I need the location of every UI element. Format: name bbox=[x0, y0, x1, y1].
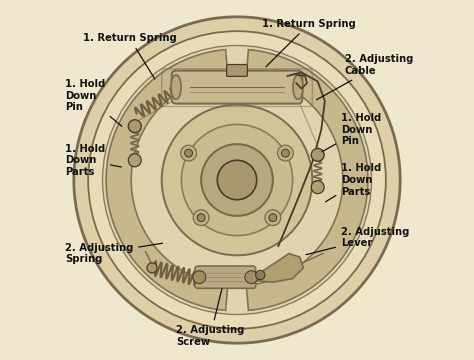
Circle shape bbox=[182, 125, 292, 235]
Circle shape bbox=[193, 271, 206, 284]
Circle shape bbox=[311, 148, 324, 161]
Circle shape bbox=[193, 210, 209, 226]
Text: 1. Hold
Down
Parts: 1. Hold Down Parts bbox=[326, 163, 381, 202]
Circle shape bbox=[128, 154, 141, 167]
FancyBboxPatch shape bbox=[172, 71, 302, 104]
Ellipse shape bbox=[171, 75, 181, 99]
FancyBboxPatch shape bbox=[227, 64, 247, 76]
Text: 1. Hold
Down
Parts: 1. Hold Down Parts bbox=[65, 144, 121, 177]
Text: 1. Hold
Down
Pin: 1. Hold Down Pin bbox=[65, 79, 122, 126]
Text: 2. Adjusting
Spring: 2. Adjusting Spring bbox=[65, 243, 163, 264]
Circle shape bbox=[128, 120, 141, 133]
Polygon shape bbox=[106, 50, 228, 310]
Circle shape bbox=[147, 263, 157, 273]
Circle shape bbox=[245, 271, 258, 284]
Circle shape bbox=[74, 17, 400, 343]
Circle shape bbox=[311, 181, 324, 194]
Circle shape bbox=[269, 214, 277, 222]
Text: 2. Adjusting
Cable: 2. Adjusting Cable bbox=[317, 54, 413, 100]
Polygon shape bbox=[246, 50, 368, 310]
Polygon shape bbox=[253, 253, 303, 282]
Text: 2. Adjusting
Lever: 2. Adjusting Lever bbox=[306, 226, 410, 255]
Text: 2. Adjusting
Screw: 2. Adjusting Screw bbox=[176, 288, 245, 347]
Circle shape bbox=[217, 160, 257, 200]
Circle shape bbox=[282, 149, 289, 157]
Text: 1. Hold
Down
Pin: 1. Hold Down Pin bbox=[322, 113, 381, 152]
Circle shape bbox=[181, 145, 197, 161]
Ellipse shape bbox=[293, 75, 303, 99]
Circle shape bbox=[185, 149, 192, 157]
FancyBboxPatch shape bbox=[195, 266, 255, 288]
Circle shape bbox=[201, 144, 273, 216]
Circle shape bbox=[102, 45, 372, 315]
Circle shape bbox=[197, 214, 205, 222]
Circle shape bbox=[255, 270, 265, 280]
Circle shape bbox=[162, 105, 312, 255]
Circle shape bbox=[265, 210, 281, 226]
Circle shape bbox=[277, 145, 293, 161]
Text: 1. Return Spring: 1. Return Spring bbox=[262, 19, 356, 67]
Circle shape bbox=[88, 31, 386, 329]
Text: 1. Return Spring: 1. Return Spring bbox=[83, 33, 176, 79]
